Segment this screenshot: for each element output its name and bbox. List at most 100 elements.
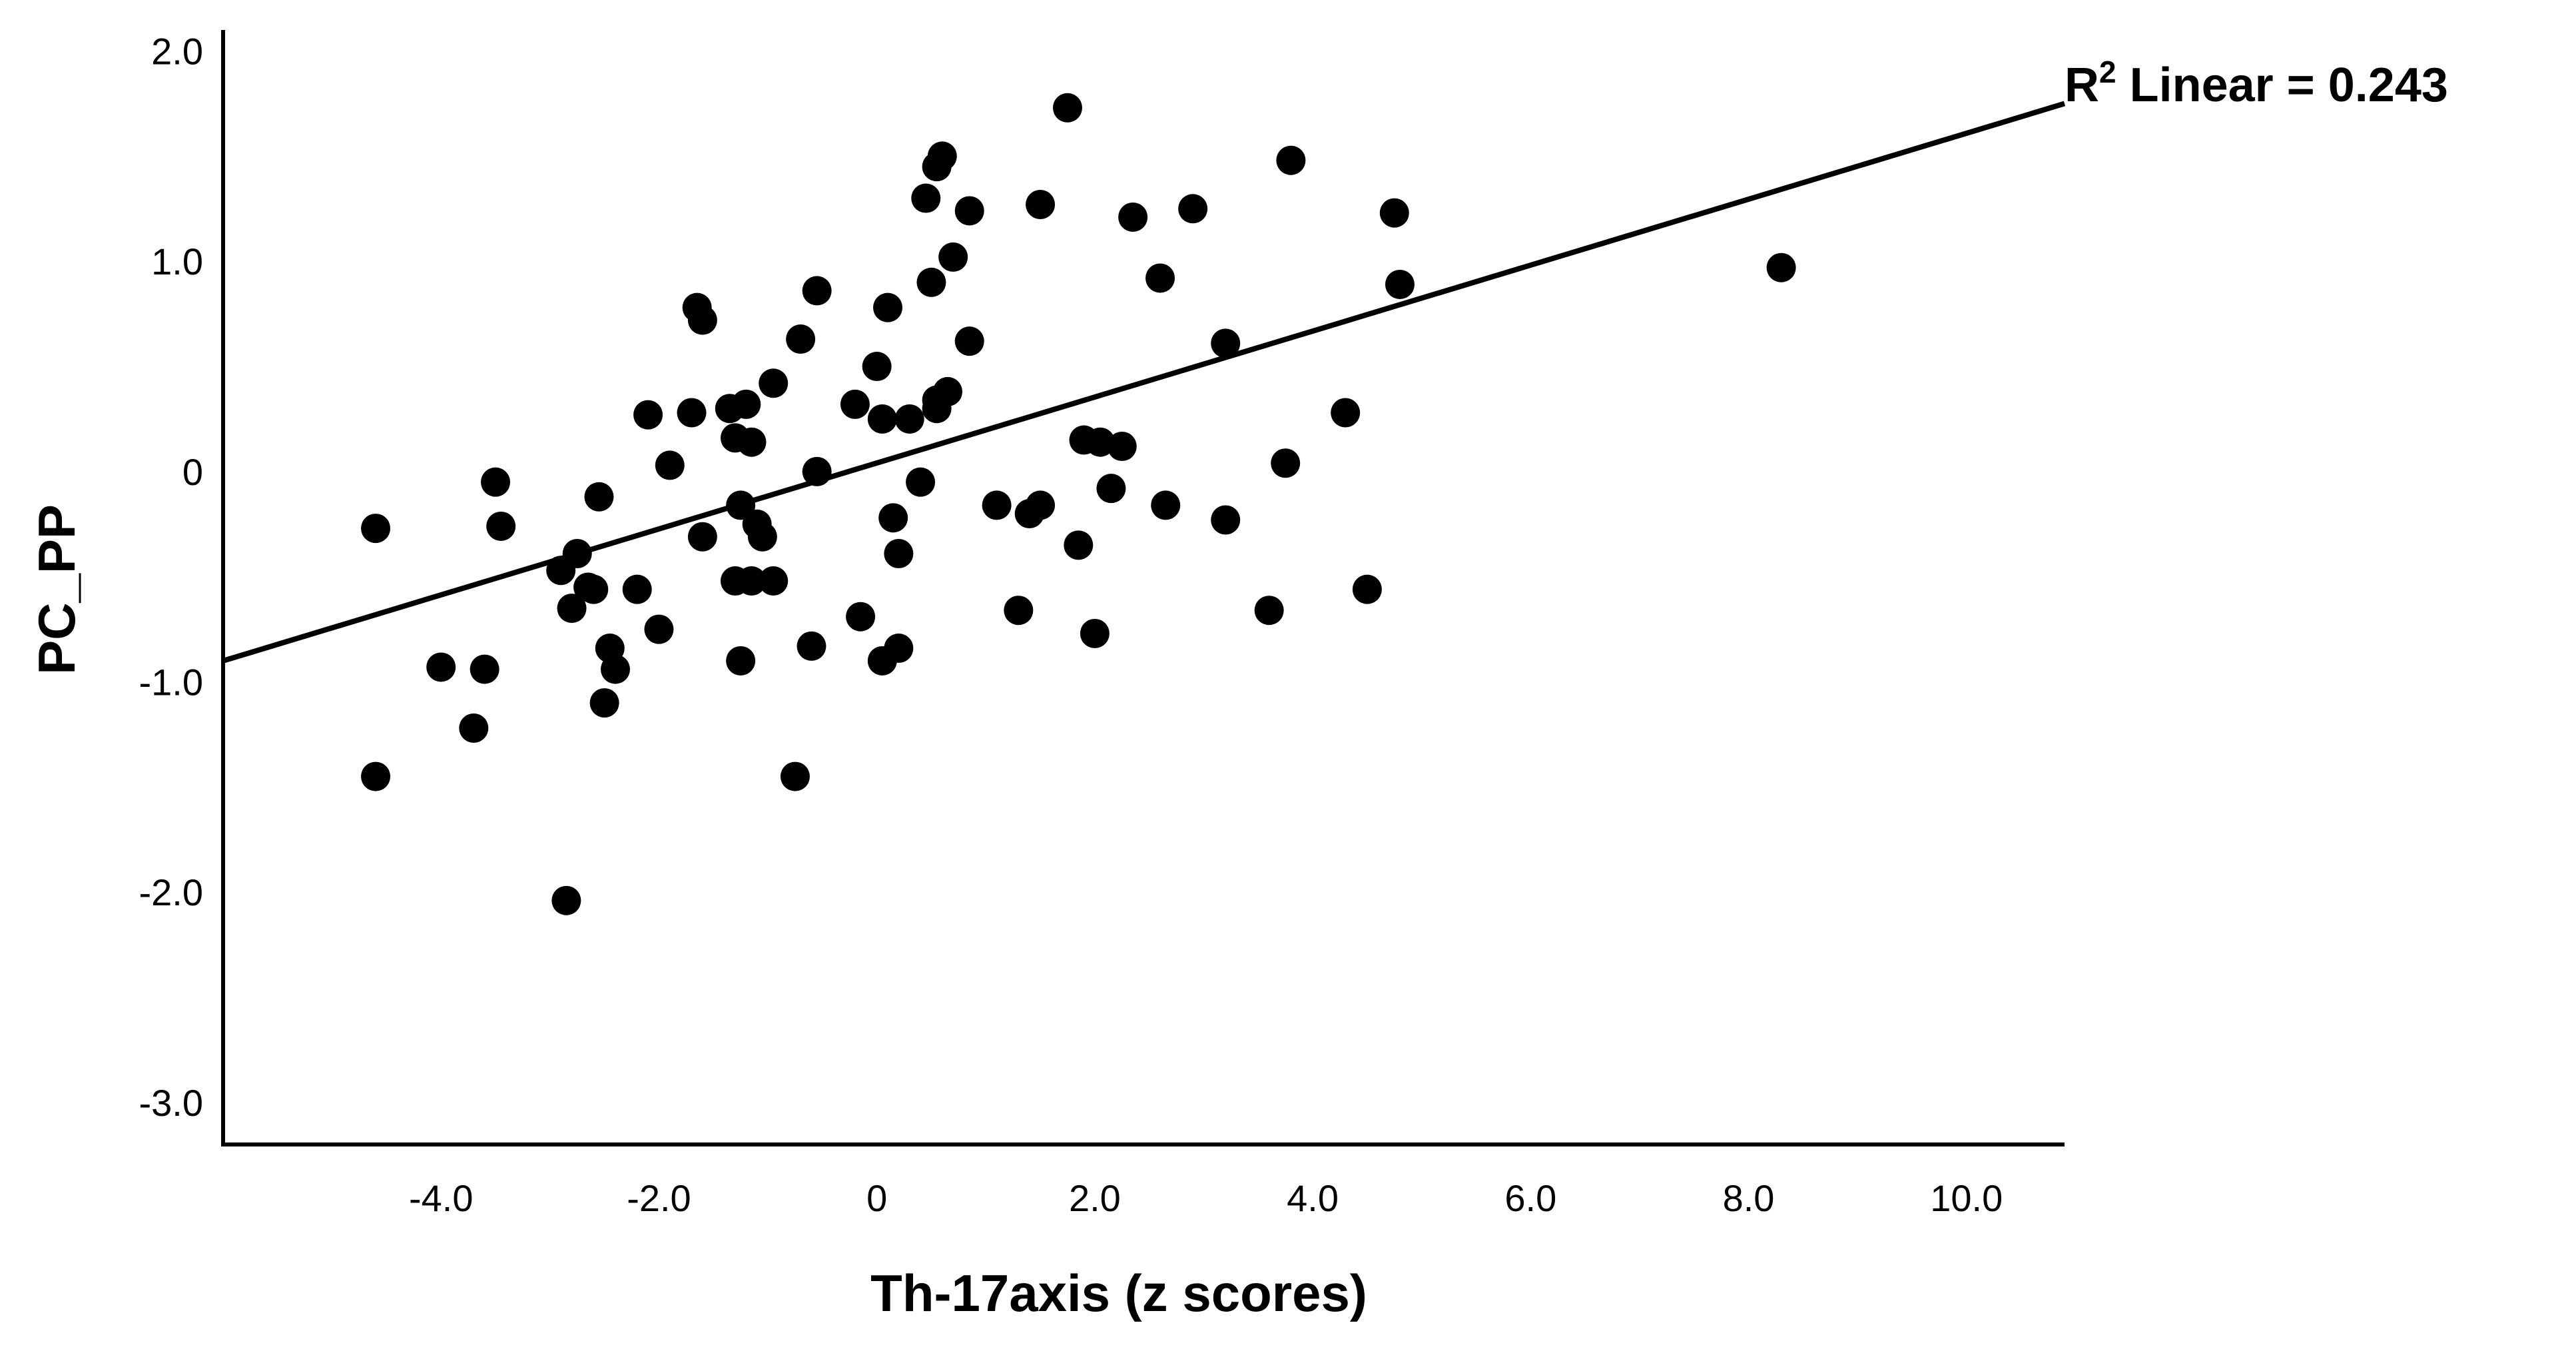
data-point [1086, 427, 1116, 457]
y-tick-label: -1.0 [139, 662, 204, 703]
data-point [655, 450, 685, 480]
data-point [933, 376, 963, 406]
data-point [737, 566, 767, 596]
data-point [1379, 198, 1409, 228]
x-tick-label: 4.0 [1287, 1177, 1339, 1219]
data-point [846, 602, 876, 632]
r-squared-label-rest: Linear = 0.243 [2116, 59, 2448, 112]
data-point [780, 761, 810, 791]
x-tick-label: 6.0 [1504, 1177, 1556, 1219]
data-point [759, 368, 789, 398]
r-squared-label: R2 Linear = 0.243 [2065, 55, 2448, 112]
data-point [361, 514, 391, 544]
data-point [1064, 530, 1094, 560]
y-tick-label: -3.0 [139, 1082, 204, 1124]
data-point [1145, 263, 1175, 293]
data-point [916, 267, 946, 297]
data-point [786, 324, 816, 354]
data-point [600, 654, 630, 684]
x-axis-title: Th-17axis (z scores) [870, 1264, 1367, 1322]
data-point [867, 404, 897, 434]
data-point [589, 688, 619, 718]
r-squared-label-main: R [2065, 59, 2099, 112]
y-tick-label: 0 [182, 451, 203, 493]
data-point [1118, 202, 1148, 232]
data-point [938, 242, 968, 272]
r-squared-label-superscript: 2 [2099, 55, 2116, 89]
data-point [1352, 574, 1382, 604]
x-tick-label: 2.0 [1069, 1177, 1121, 1219]
fit-line-group [222, 101, 2066, 664]
data-point [884, 634, 914, 664]
data-point [747, 522, 777, 552]
data-point [1151, 490, 1181, 520]
data-point [551, 885, 581, 915]
data-point [579, 574, 609, 604]
y-tick-label: 1.0 [151, 240, 203, 282]
data-point [562, 538, 592, 568]
data-point [1211, 505, 1241, 535]
data-point [1276, 145, 1306, 175]
data-point [1096, 474, 1126, 504]
data-point [884, 538, 914, 568]
data-point [1080, 618, 1110, 648]
data-point [481, 467, 511, 497]
x-tick-label: 0 [866, 1177, 887, 1219]
data-point [911, 183, 941, 213]
data-point [486, 511, 516, 541]
data-point [927, 141, 957, 171]
data-point [1254, 596, 1284, 626]
data-point [802, 456, 832, 486]
data-point [894, 404, 924, 434]
x-tick-label: -4.0 [409, 1177, 474, 1219]
data-point [1211, 328, 1241, 358]
data-point [1766, 252, 1796, 282]
data-point [1178, 194, 1208, 224]
data-point [1026, 189, 1056, 219]
data-point [557, 594, 587, 624]
data-point [1331, 398, 1361, 428]
data-point [426, 652, 456, 682]
data-point [862, 352, 892, 382]
data-point [840, 389, 870, 419]
data-point [459, 713, 489, 743]
data-point [726, 646, 756, 676]
data-point [687, 522, 717, 552]
data-points [361, 93, 1796, 915]
data-point [1004, 596, 1034, 626]
data-point [470, 654, 499, 684]
x-tick-label: -2.0 [627, 1177, 691, 1219]
data-point [737, 427, 767, 457]
data-point [677, 398, 707, 428]
x-tick-label: 8.0 [1723, 1177, 1775, 1219]
data-point [759, 566, 789, 596]
data-point [633, 400, 663, 430]
data-point [1385, 269, 1415, 299]
fit-line [222, 101, 2066, 664]
data-point [731, 389, 761, 419]
y-tick-label: -2.0 [139, 871, 204, 913]
y-axis-title: PC_PP [27, 504, 86, 675]
data-point [982, 490, 1012, 520]
data-point [954, 326, 984, 356]
data-point [873, 292, 903, 322]
data-point [954, 196, 984, 226]
data-point [1107, 432, 1137, 462]
data-point [802, 276, 832, 306]
data-point [622, 574, 652, 604]
tick-labels: -4.0 -2.0 0 2.0 4.0 6.0 8.0 10.0 2.0 1.0 0 -1.0 -2.0… [139, 31, 2003, 1219]
axes [221, 30, 2065, 1146]
data-point [361, 761, 391, 791]
data-point [726, 490, 756, 520]
data-point [1026, 490, 1056, 520]
data-point [584, 482, 614, 512]
data-point [687, 305, 717, 335]
data-point [906, 467, 936, 497]
data-point [644, 614, 674, 644]
y-tick-label: 2.0 [151, 31, 203, 73]
data-point [878, 503, 908, 533]
data-point [1052, 93, 1082, 123]
x-tick-label: 10.0 [1930, 1177, 2003, 1219]
